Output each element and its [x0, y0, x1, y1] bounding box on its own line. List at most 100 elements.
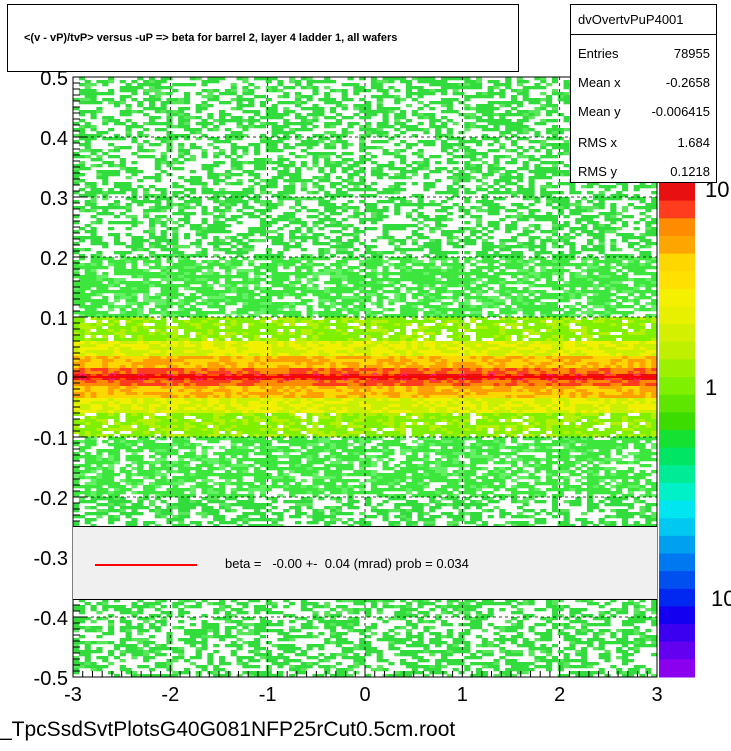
heatmap-cell [230, 239, 237, 243]
heatmap-cell [143, 140, 150, 144]
heatmap-cell [341, 179, 348, 183]
heatmap-cell [166, 164, 173, 168]
heatmap-cell [242, 161, 249, 165]
heatmap-cell [417, 128, 424, 132]
heatmap-cell [306, 311, 313, 315]
heatmap-cell [435, 131, 442, 135]
heatmap-cell [113, 101, 121, 105]
heatmap-cell [534, 164, 541, 168]
heatmap-cell [183, 137, 191, 141]
heatmap-cell [592, 275, 599, 279]
heatmap-cell [341, 260, 348, 264]
heatmap-cell [563, 296, 570, 300]
heatmap-cell [487, 299, 494, 303]
heatmap-cell [464, 272, 471, 276]
heatmap-cell [108, 221, 115, 225]
heatmap-cell [487, 311, 494, 315]
heatmap-cell [440, 329, 448, 333]
heatmap-cell [183, 149, 191, 153]
heatmap-cell [481, 128, 488, 132]
heatmap-cell [318, 251, 325, 255]
heatmap-cell [522, 263, 529, 267]
heatmap-cell [440, 311, 448, 315]
heatmap-cell [353, 293, 360, 297]
heatmap-cell [417, 281, 424, 285]
heatmap-cell [435, 311, 442, 315]
heatmap-cell [551, 269, 559, 273]
heatmap-cell [318, 98, 325, 102]
heatmap-cell [178, 197, 185, 201]
heatmap-cell [172, 326, 179, 330]
heatmap-cell [540, 266, 547, 270]
heatmap-cell [289, 179, 296, 183]
heatmap-cell [446, 284, 453, 288]
heatmap-cell [306, 236, 313, 240]
heatmap-cell [429, 239, 436, 243]
heatmap-cell [405, 236, 413, 240]
heatmap-cell [411, 314, 418, 318]
heatmap-cell [522, 110, 529, 114]
heatmap-cell [300, 293, 307, 297]
heatmap-cell [505, 149, 512, 153]
heatmap-cell [516, 83, 523, 87]
heatmap-cell [353, 83, 360, 87]
heatmap-cell [259, 164, 267, 168]
heatmap-cell [341, 224, 348, 228]
heatmap-cell [341, 161, 348, 165]
heatmap-cell [160, 104, 167, 108]
heatmap-cell [633, 296, 640, 300]
heatmap-cell [289, 302, 296, 306]
heatmap-cell [423, 161, 430, 165]
heatmap-cell [207, 230, 214, 234]
heatmap-cell [464, 191, 471, 195]
heatmap-cell [370, 293, 377, 297]
heatmap-cell [84, 191, 91, 195]
heatmap-cell [78, 275, 85, 279]
heatmap-cell [563, 197, 570, 201]
heatmap-cell [499, 302, 506, 306]
heatmap-cell [516, 176, 523, 180]
heatmap-cell [318, 329, 325, 333]
heatmap-cell [522, 278, 529, 282]
heatmap-cell [312, 275, 319, 279]
heatmap-cell [137, 155, 144, 159]
heatmap-cell [370, 320, 377, 324]
heatmap-cell [528, 311, 535, 315]
heatmap-cell [189, 158, 196, 162]
heatmap-cell [306, 290, 313, 294]
heatmap-cell [458, 215, 465, 219]
heatmap-cell [452, 299, 459, 303]
heatmap-cell [370, 263, 377, 267]
heatmap-cell [265, 290, 272, 294]
heatmap-cell [265, 326, 272, 330]
heatmap-cell [201, 266, 208, 270]
heatmap-cell [470, 329, 477, 333]
heatmap-cell [365, 281, 372, 285]
heatmap-cell [230, 146, 237, 150]
heatmap-cell [265, 329, 272, 333]
heatmap-cell [598, 272, 605, 276]
heatmap-cell [178, 206, 185, 210]
heatmap-cell [411, 293, 418, 297]
heatmap-cell [259, 134, 267, 138]
heatmap-cell [604, 272, 611, 276]
heatmap-cell [557, 263, 564, 267]
heatmap-cell [470, 323, 477, 327]
heatmap-cell [183, 119, 191, 123]
heatmap-cell [598, 194, 605, 198]
heatmap-cell [300, 116, 307, 120]
heatmap-cell [189, 287, 196, 291]
heatmap-cell [475, 260, 483, 264]
heatmap-cell [166, 272, 173, 276]
heatmap-cell [213, 146, 220, 150]
heatmap-cell [178, 320, 185, 324]
heatmap-cell [470, 107, 477, 111]
heatmap-cell [248, 329, 255, 333]
heatmap-cell [324, 305, 331, 309]
heatmap-cell [224, 242, 231, 246]
heatmap-cell [546, 260, 553, 264]
heatmap-cell [125, 221, 132, 225]
heatmap-cell [306, 287, 313, 291]
heatmap-cell [382, 233, 389, 237]
heatmap-cell [183, 221, 191, 225]
